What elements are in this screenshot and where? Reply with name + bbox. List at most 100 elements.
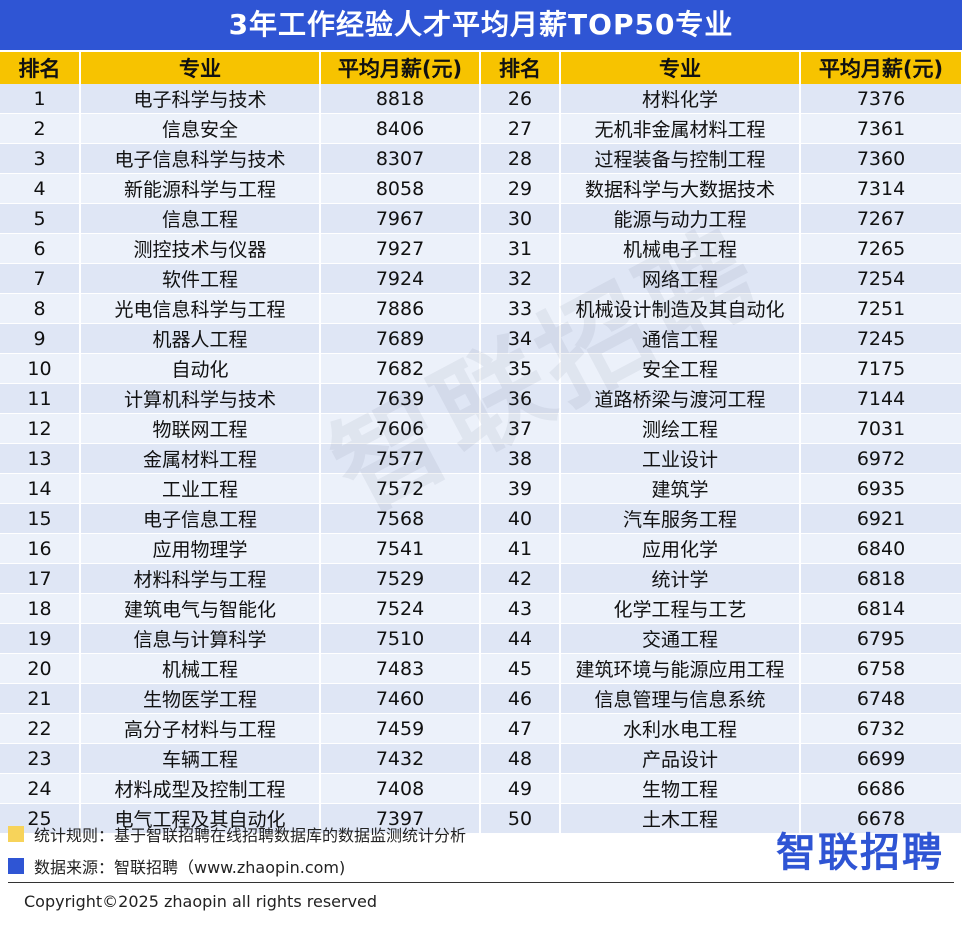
cell-rank: 15 [0, 503, 81, 534]
cell-salary: 7572 [320, 473, 481, 504]
cell-salary: 6814 [800, 593, 962, 624]
cell-major: 安全工程 [560, 353, 801, 384]
table-row: 5 信息工程 7967 30 能源与动力工程 7267 [0, 203, 962, 234]
cell-major: 汽车服务工程 [560, 503, 801, 534]
table-row: 19 信息与计算科学 7510 44 交通工程 6795 [0, 623, 962, 654]
cell-salary: 6732 [800, 713, 962, 744]
cell-rank: 17 [0, 563, 81, 594]
cell-salary: 6678 [800, 803, 962, 834]
cell-major: 材料化学 [560, 84, 801, 114]
header-major: 专业 [80, 52, 321, 84]
cell-salary: 7265 [800, 233, 962, 264]
cell-major: 生物工程 [560, 773, 801, 804]
cell-major: 信息与计算科学 [80, 623, 321, 654]
cell-salary: 6840 [800, 533, 962, 564]
page-title: 3年工作经验人才平均月薪TOP50专业 [0, 0, 962, 50]
cell-salary: 8307 [320, 143, 481, 174]
cell-rank: 45 [480, 653, 561, 684]
table-row: 8 光电信息科学与工程 7886 33 机械设计制造及其自动化 7251 [0, 293, 962, 324]
cell-rank: 8 [0, 293, 81, 324]
cell-rank: 3 [0, 143, 81, 174]
cell-major: 自动化 [80, 353, 321, 384]
cell-rank: 1 [0, 84, 81, 114]
cell-rank: 18 [0, 593, 81, 624]
cell-major: 材料成型及控制工程 [80, 773, 321, 804]
rule-note-text: 统计规则：基于智联招聘在线招聘数据库的数据监测统计分析 [34, 826, 467, 845]
cell-major: 过程装备与控制工程 [560, 143, 801, 174]
table-row: 4 新能源科学与工程 8058 29 数据科学与大数据技术 7314 [0, 173, 962, 204]
cell-rank: 34 [480, 323, 561, 354]
cell-rank: 27 [480, 113, 561, 144]
cell-rank: 49 [480, 773, 561, 804]
blue-legend-swatch [8, 858, 24, 874]
cell-salary: 6935 [800, 473, 962, 504]
cell-rank: 26 [480, 84, 561, 114]
table-row: 17 材料科学与工程 7529 42 统计学 6818 [0, 563, 962, 594]
cell-salary: 7529 [320, 563, 481, 594]
cell-salary: 7689 [320, 323, 481, 354]
cell-salary: 7314 [800, 173, 962, 204]
cell-salary: 7967 [320, 203, 481, 234]
header-major: 专业 [560, 52, 801, 84]
cell-rank: 5 [0, 203, 81, 234]
cell-rank: 14 [0, 473, 81, 504]
cell-rank: 2 [0, 113, 81, 144]
table-row: 21 生物医学工程 7460 46 信息管理与信息系统 6748 [0, 683, 962, 714]
table-row: 6 测控技术与仪器 7927 31 机械电子工程 7265 [0, 233, 962, 264]
cell-major: 测绘工程 [560, 413, 801, 444]
cell-rank: 43 [480, 593, 561, 624]
footer-divider [8, 882, 954, 883]
cell-major: 产品设计 [560, 743, 801, 774]
cell-major: 金属材料工程 [80, 443, 321, 474]
cell-rank: 48 [480, 743, 561, 774]
cell-rank: 9 [0, 323, 81, 354]
table-row: 12 物联网工程 7606 37 测绘工程 7031 [0, 413, 962, 444]
cell-salary: 7361 [800, 113, 962, 144]
cell-rank: 36 [480, 383, 561, 414]
cell-salary: 6758 [800, 653, 962, 684]
table-row: 14 工业工程 7572 39 建筑学 6935 [0, 473, 962, 504]
cell-major: 水利水电工程 [560, 713, 801, 744]
cell-major: 信息安全 [80, 113, 321, 144]
cell-rank: 50 [480, 803, 561, 834]
header-rank: 排名 [480, 52, 561, 84]
cell-salary: 8818 [320, 84, 481, 114]
cell-major: 化学工程与工艺 [560, 593, 801, 624]
cell-salary: 7886 [320, 293, 481, 324]
cell-major: 建筑电气与智能化 [80, 593, 321, 624]
cell-rank: 47 [480, 713, 561, 744]
cell-rank: 28 [480, 143, 561, 174]
cell-major: 网络工程 [560, 263, 801, 294]
cell-major: 无机非金属材料工程 [560, 113, 801, 144]
cell-rank: 22 [0, 713, 81, 744]
cell-rank: 12 [0, 413, 81, 444]
cell-major: 光电信息科学与工程 [80, 293, 321, 324]
copyright: Copyright©2025 zhaopin all rights reserv… [24, 892, 378, 911]
cell-major: 电气工程及其自动化 [80, 803, 321, 834]
zhaopin-logo: 智联招聘 [776, 830, 944, 876]
cell-salary: 7432 [320, 743, 481, 774]
cell-major: 信息工程 [80, 203, 321, 234]
cell-rank: 24 [0, 773, 81, 804]
cell-major: 物联网工程 [80, 413, 321, 444]
cell-rank: 41 [480, 533, 561, 564]
cell-major: 电子信息工程 [80, 503, 321, 534]
cell-salary: 7360 [800, 143, 962, 174]
cell-rank: 44 [480, 623, 561, 654]
table-row: 11 计算机科学与技术 7639 36 道路桥梁与渡河工程 7144 [0, 383, 962, 414]
cell-salary: 7376 [800, 84, 962, 114]
cell-salary: 7245 [800, 323, 962, 354]
cell-rank: 35 [480, 353, 561, 384]
cell-major: 通信工程 [560, 323, 801, 354]
yellow-legend-swatch [8, 826, 24, 842]
cell-salary: 7267 [800, 203, 962, 234]
cell-major: 机械设计制造及其自动化 [560, 293, 801, 324]
cell-salary: 6686 [800, 773, 962, 804]
table-row: 13 金属材料工程 7577 38 工业设计 6972 [0, 443, 962, 474]
header-salary: 平均月薪(元) [800, 52, 962, 84]
table-row: 23 车辆工程 7432 48 产品设计 6699 [0, 743, 962, 774]
rule-note: 统计规则：基于智联招聘在线招聘数据库的数据监测统计分析 [8, 822, 466, 846]
cell-rank: 11 [0, 383, 81, 414]
table-row: 7 软件工程 7924 32 网络工程 7254 [0, 263, 962, 294]
cell-major: 建筑环境与能源应用工程 [560, 653, 801, 684]
